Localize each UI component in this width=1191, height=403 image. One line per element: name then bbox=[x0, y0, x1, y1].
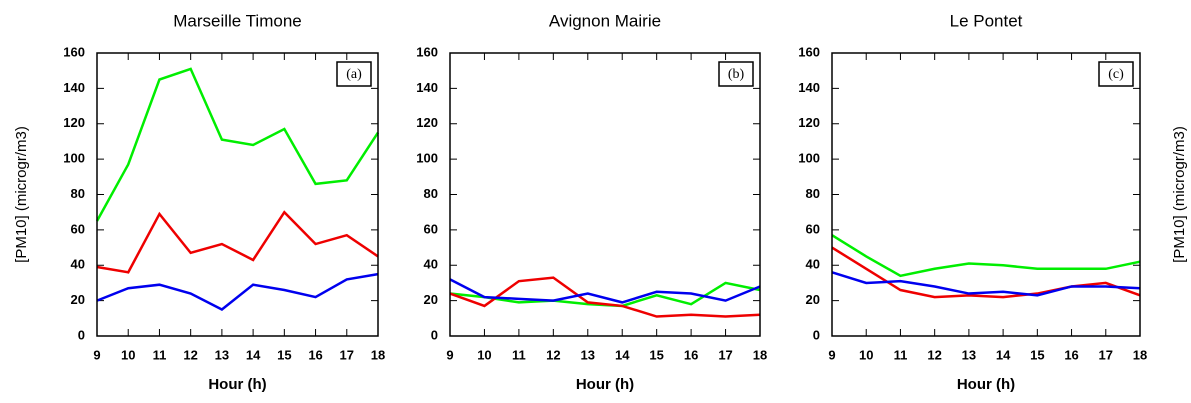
y-tick-label: 60 bbox=[806, 221, 820, 236]
y-tick-label: 40 bbox=[806, 257, 820, 272]
x-tick-label: 16 bbox=[684, 347, 698, 362]
y-tick-label: 80 bbox=[71, 186, 85, 201]
x-tick-label: 11 bbox=[153, 347, 167, 362]
x-tick-label: 17 bbox=[340, 347, 354, 362]
x-tick-label: 14 bbox=[996, 347, 1011, 362]
chart-title: Marseille Timone bbox=[173, 11, 302, 30]
x-tick-label: 17 bbox=[718, 347, 732, 362]
plot-frame bbox=[449, 52, 761, 337]
y-tick-label: 20 bbox=[424, 292, 438, 307]
panel-tag-box bbox=[1098, 61, 1134, 87]
data-line bbox=[449, 276, 761, 318]
data-line bbox=[831, 246, 1141, 299]
chart-title: Le Pontet bbox=[950, 11, 1023, 30]
x-tick-label: 16 bbox=[1064, 347, 1078, 362]
y-tick-label: 120 bbox=[416, 115, 438, 130]
y-tick-label: 100 bbox=[63, 151, 85, 166]
panel-tag-box bbox=[336, 61, 372, 87]
x-axis-label: Hour (h) bbox=[576, 376, 634, 393]
x-tick-label: 12 bbox=[183, 347, 197, 362]
y-tick-label: 0 bbox=[431, 327, 438, 342]
plot-frame bbox=[96, 52, 379, 337]
panel-tag: (b) bbox=[728, 67, 745, 82]
data-line bbox=[831, 271, 1141, 297]
y-tick-label: 160 bbox=[63, 44, 85, 59]
x-tick-label: 11 bbox=[894, 347, 908, 362]
x-tick-label: 13 bbox=[215, 347, 229, 362]
chart-title: Avignon Mairie bbox=[549, 11, 661, 30]
x-tick-label: 12 bbox=[546, 347, 560, 362]
x-tick-label: 15 bbox=[277, 347, 291, 362]
y-tick-label: 40 bbox=[424, 257, 438, 272]
data-line bbox=[831, 234, 1141, 278]
x-axis-label: Hour (h) bbox=[208, 376, 266, 393]
y-tick-label: 20 bbox=[806, 292, 820, 307]
x-tick-label: 12 bbox=[927, 347, 941, 362]
y-tick-label: 120 bbox=[63, 115, 85, 130]
panel-tag: (c) bbox=[1108, 67, 1124, 82]
y-tick-label: 40 bbox=[71, 257, 85, 272]
x-tick-label: 9 bbox=[828, 347, 835, 362]
data-line bbox=[96, 210, 379, 274]
y-tick-label: 20 bbox=[71, 292, 85, 307]
y-tick-label: 60 bbox=[71, 221, 85, 236]
x-tick-label: 13 bbox=[581, 347, 595, 362]
y-tick-label: 160 bbox=[798, 44, 820, 59]
y-tick-label: 140 bbox=[798, 80, 820, 95]
x-tick-label: 18 bbox=[1133, 347, 1147, 362]
data-line bbox=[449, 278, 761, 304]
x-tick-label: 9 bbox=[446, 347, 453, 362]
x-axis-label: Hour (h) bbox=[957, 376, 1015, 393]
y-tick-label: 60 bbox=[424, 221, 438, 236]
data-line bbox=[96, 272, 379, 311]
x-tick-label: 15 bbox=[649, 347, 663, 362]
x-tick-label: 18 bbox=[753, 347, 767, 362]
y-tick-label: 160 bbox=[416, 44, 438, 59]
x-tick-label: 16 bbox=[308, 347, 322, 362]
x-tick-label: 17 bbox=[1099, 347, 1113, 362]
plot-frame bbox=[831, 52, 1141, 337]
x-tick-label: 15 bbox=[1030, 347, 1044, 362]
x-tick-label: 14 bbox=[246, 347, 261, 362]
y-axis-label: [PM10] (microgr/m3) bbox=[1171, 126, 1188, 263]
x-tick-label: 10 bbox=[477, 347, 491, 362]
x-tick-label: 14 bbox=[615, 347, 630, 362]
x-tick-label: 9 bbox=[93, 347, 100, 362]
y-tick-label: 0 bbox=[813, 327, 820, 342]
panel-tag-box bbox=[718, 61, 754, 87]
y-tick-label: 80 bbox=[806, 186, 820, 201]
y-tick-label: 140 bbox=[63, 80, 85, 95]
x-tick-label: 10 bbox=[859, 347, 873, 362]
x-tick-label: 13 bbox=[962, 347, 976, 362]
y-tick-label: 0 bbox=[78, 327, 85, 342]
y-axis-label: [PM10] (microgr/m3) bbox=[13, 126, 30, 263]
data-line bbox=[449, 281, 761, 308]
y-tick-label: 100 bbox=[416, 151, 438, 166]
y-tick-label: 120 bbox=[798, 115, 820, 130]
y-tick-label: 100 bbox=[798, 151, 820, 166]
x-tick-label: 10 bbox=[121, 347, 135, 362]
y-tick-label: 140 bbox=[416, 80, 438, 95]
y-tick-label: 80 bbox=[424, 186, 438, 201]
x-tick-label: 18 bbox=[371, 347, 385, 362]
panel-tag: (a) bbox=[346, 67, 362, 82]
data-line bbox=[95, 67, 380, 222]
x-tick-label: 11 bbox=[512, 347, 526, 362]
